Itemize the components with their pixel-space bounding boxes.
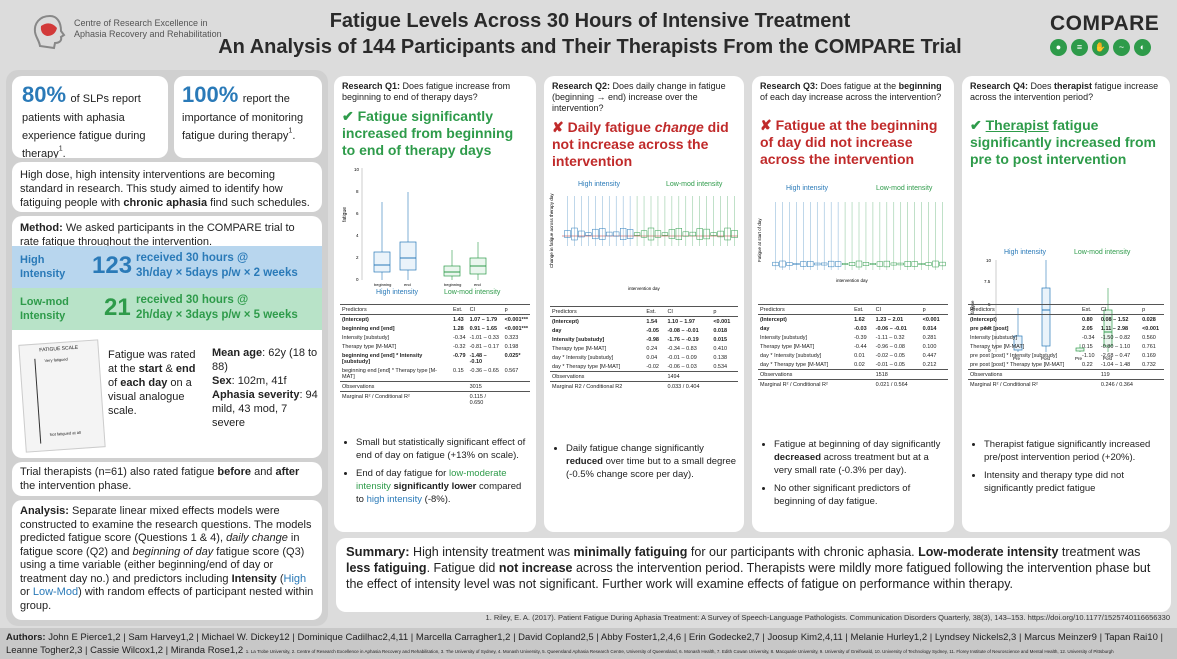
wave-icon: ~: [1113, 39, 1130, 56]
q2-card: Research Q2: Does daily change in fatigu…: [544, 76, 744, 532]
q4-low-pre-box: [1075, 344, 1085, 352]
q4-table: Predictors Est. CI p (Intercept) 0.80 0.08 – …: [968, 304, 1164, 389]
q1-bullets: Small but statistically significant effe…: [342, 436, 530, 511]
reference: 1. Riley, E. A. (2017). Patient Fatigue …: [485, 613, 1170, 622]
q1-low-begin-box: [443, 250, 461, 280]
left-panel: 80% of SLPs report patients with aphasia…: [6, 70, 328, 626]
fatigue-scale-image: FATIGUE SCALE Very fatigued Not fatigued…: [18, 339, 106, 453]
svg-text:0: 0: [356, 277, 359, 282]
chat-icon: ●: [1050, 39, 1067, 56]
svg-text:end: end: [474, 282, 481, 287]
q3-table: Predictors Est. CI p (Intercept) 1.62 1.23 – …: [758, 304, 948, 389]
cre-logo-text: Centre of Research Excellence in Aphasia…: [74, 18, 222, 39]
q2-daily-boxplot: Change in fatigue across therapy day Hig…: [549, 181, 738, 291]
svg-text:10: 10: [354, 167, 360, 172]
head-logo-icon: [33, 14, 66, 50]
svg-text:beginning: beginning: [374, 282, 391, 287]
svg-text:Low-mod intensity: Low-mod intensity: [666, 181, 723, 188]
check-icon: ✔: [342, 108, 354, 124]
stat-card-80: 80% of SLPs report patients with aphasia…: [12, 76, 168, 158]
q1-low-end-box: [469, 242, 487, 280]
cross-icon: ✘: [552, 119, 564, 135]
q3-bullets: Fatigue at beginning of day significantl…: [760, 438, 948, 513]
low-intensity-row: Low-mod Intensity 21 received 30 hours @…: [12, 288, 322, 330]
q1-boxplot: fatigue 0 2 4 6 8 10 beginning end begin…: [342, 167, 501, 296]
hand-icon: ✋: [1092, 39, 1109, 56]
q4-high-pre-box: [1013, 308, 1023, 352]
svg-text:beginning: beginning: [444, 282, 461, 287]
svg-text:High intensity: High intensity: [578, 181, 621, 188]
svg-text:Fatigue at start of day: Fatigue at start of day: [757, 218, 762, 262]
q2-bullets: Daily fatigue change significantly reduc…: [552, 442, 738, 486]
svg-text:Low-mod intensity: Low-mod intensity: [876, 185, 933, 192]
svg-text:7.5: 7.5: [984, 279, 991, 284]
svg-text:Pre: Pre: [1013, 356, 1021, 361]
menu-icon: ≡: [1071, 39, 1088, 56]
svg-text:10: 10: [986, 258, 992, 263]
svg-text:end: end: [404, 282, 411, 287]
cross-icon: ✘: [760, 117, 772, 133]
poster-title: Fatigue Levels Across 30 Hours of Intens…: [218, 10, 962, 58]
svg-text:Low-mod intensity: Low-mod intensity: [1074, 249, 1131, 256]
svg-text:High intensity: High intensity: [376, 289, 419, 296]
analysis-card: Analysis: Separate linear mixed effects …: [12, 500, 322, 620]
q4-card: Research Q4: Does therapist fatigue incr…: [962, 76, 1170, 532]
svg-text:8: 8: [356, 189, 359, 194]
svg-text:2: 2: [356, 255, 359, 260]
therapist-card: Trial therapists (n=61) also rated fatig…: [12, 462, 322, 496]
svg-text:fatigue: fatigue: [342, 207, 348, 222]
svg-text:4: 4: [356, 233, 359, 238]
svg-text:intervention day: intervention day: [628, 286, 661, 291]
cre-logo: Centre of Research Excellence in Aphasia…: [30, 12, 222, 58]
q4-bullets: Therapist fatigue significantly increase…: [970, 438, 1164, 500]
svg-text:Low-mod intensity: Low-mod intensity: [444, 289, 501, 296]
q3-card: Research Q3: Does fatigue at the beginni…: [752, 76, 954, 532]
svg-text:Post: Post: [1041, 356, 1051, 361]
svg-text:High intensity: High intensity: [786, 185, 829, 192]
summary-card: Summary: High intensity treatment was mi…: [336, 538, 1171, 612]
q1-high-begin-box: [373, 202, 391, 280]
svg-text:2.5: 2.5: [984, 325, 991, 330]
q2-table: Predictors Est. CI p (Intercept) 1.54 1.10 – …: [550, 306, 738, 391]
svg-text:6: 6: [356, 211, 359, 216]
scale-card: FATIGUE SCALE Very fatigued Not fatigued…: [12, 336, 322, 458]
q1-high-end-box: [399, 192, 417, 280]
svg-text:intervention day: intervention day: [836, 278, 869, 283]
high-intensity-row: High Intensity 123 received 30 hours @ 3…: [12, 246, 322, 288]
svg-text:High intensity: High intensity: [1004, 249, 1047, 256]
intro-card: High dose, high intensity interventions …: [12, 162, 322, 212]
talk-icon: ◐: [1134, 39, 1151, 56]
authors-footer: Authors: John E Pierce1,2 | Sam Harvey1,…: [0, 628, 1177, 659]
q1-card: Research Q1: Does fatigue increase from …: [334, 76, 536, 532]
svg-text:Change in fatigue across thera: Change in fatigue across therapy day: [549, 193, 554, 268]
check-icon: ✔: [970, 117, 982, 133]
q1-table: Predictors Est. CI p (Intercept) 1.43 1.07 – …: [340, 304, 530, 407]
q3-daily-boxplot: Fatigue at start of day High intensity L…: [757, 185, 946, 283]
stat-card-100: 100% report the importance of monitoring…: [174, 76, 322, 158]
svg-text:Post: Post: [1103, 356, 1113, 361]
svg-text:Pre: Pre: [1075, 356, 1083, 361]
svg-text:0: 0: [988, 348, 991, 353]
compare-logo: COMPARE ● ≡ ✋ ~ ◐: [1050, 12, 1165, 60]
